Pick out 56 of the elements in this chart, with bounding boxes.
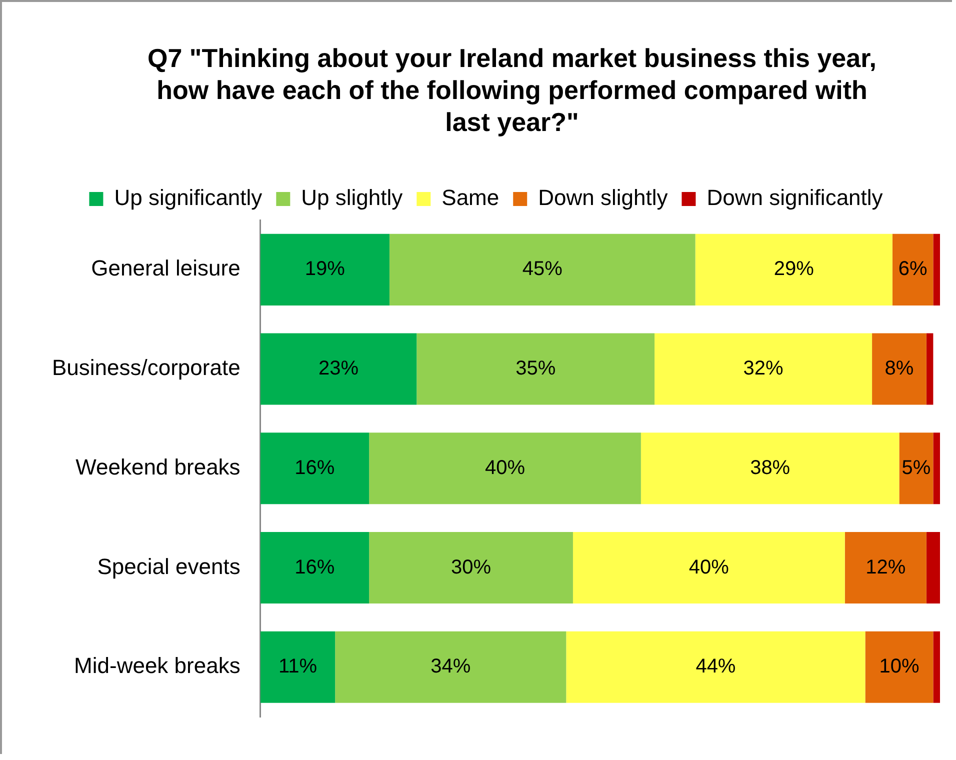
data-label: 23%: [318, 358, 359, 380]
data-label: 45%: [522, 258, 563, 280]
data-label: 40%: [484, 456, 526, 479]
bar: [872, 333, 926, 405]
bar: [926, 333, 934, 405]
data-label: 44%: [696, 656, 736, 678]
y-tick-label: Weekend breaks: [76, 454, 240, 480]
bar: [369, 432, 641, 504]
bar: [335, 631, 566, 703]
legend-label: Same: [442, 185, 500, 210]
bar: [899, 432, 934, 504]
data-label: 35%: [516, 358, 556, 380]
y-tick-label: General leisure: [91, 256, 240, 281]
legend-label: Up significantly: [114, 185, 262, 210]
bar: [566, 631, 866, 703]
legend-label: Down slightly: [538, 185, 668, 210]
bar: [933, 631, 940, 703]
data-label: 11%: [278, 656, 318, 678]
y-tick-label: Mid-week breaks: [74, 653, 240, 678]
data-label: 10%: [879, 656, 920, 678]
y-tick-label: Business/corporate: [52, 355, 240, 380]
bar: [416, 333, 655, 405]
data-label: 6%: [898, 258, 928, 280]
bar: [865, 631, 934, 703]
data-label: 38%: [750, 456, 790, 479]
bar: [654, 333, 872, 405]
bar: [369, 532, 573, 604]
chart-title: Q7 "Thinking about your Ireland market business this year, how have each of the following performed compared with last year?": [146, 42, 878, 138]
bar: [260, 234, 390, 306]
data-label: 8%: [884, 358, 914, 380]
legend-label: Up slightly: [301, 185, 403, 210]
data-label: 12%: [866, 556, 906, 578]
data-label: 16%: [294, 556, 335, 578]
data-label: 32%: [743, 358, 784, 380]
bar: [926, 532, 940, 604]
data-label: 30%: [451, 556, 492, 578]
y-tick-label: Special events: [97, 554, 240, 579]
bar: [389, 234, 696, 306]
bar: [260, 432, 370, 504]
bar: [260, 333, 417, 405]
data-label: 40%: [688, 556, 730, 578]
bar: [572, 532, 845, 604]
bar: [260, 631, 336, 703]
data-label: 5%: [902, 456, 931, 479]
bar: [640, 432, 900, 504]
bar: [933, 234, 940, 306]
legend-label: Down significantly: [706, 185, 883, 210]
bar: [695, 234, 892, 306]
data-label: 19%: [304, 258, 346, 280]
bar: [260, 532, 370, 604]
data-label: 29%: [774, 258, 814, 280]
bar: [933, 432, 940, 504]
bar: [844, 532, 926, 604]
bar: [892, 234, 934, 306]
data-label: 34%: [430, 656, 471, 678]
data-label: 16%: [294, 456, 335, 479]
